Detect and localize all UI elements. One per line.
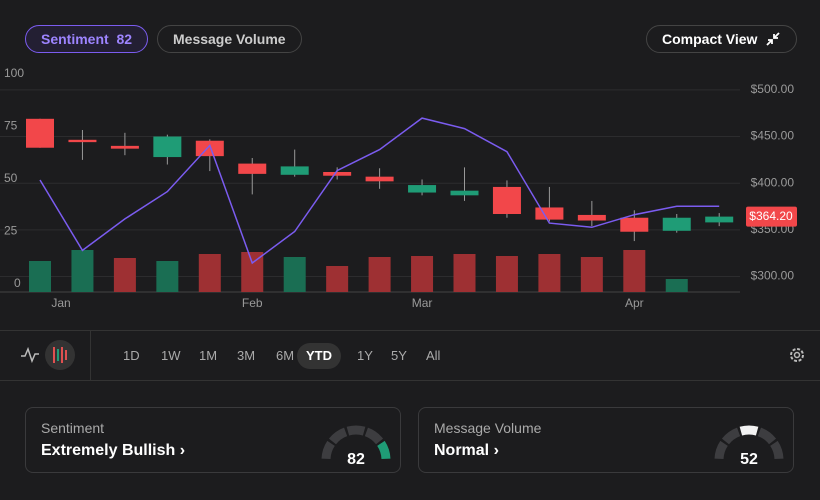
x-tick-label: Feb xyxy=(242,296,263,310)
chevron: › xyxy=(175,442,186,459)
gauge-segment xyxy=(770,440,784,460)
candle-body xyxy=(365,176,394,182)
summary-card[interactable]: Message Volume Normal › 52 xyxy=(418,407,794,473)
gauge-segment xyxy=(377,440,391,460)
gauge-value: 82 xyxy=(347,451,365,468)
candle-body xyxy=(492,186,521,214)
sentiment-tab[interactable]: Sentiment 82 xyxy=(25,25,149,53)
candle-body xyxy=(408,185,437,193)
volume-bar xyxy=(71,250,94,292)
chevron: › xyxy=(489,442,499,459)
range-button[interactable]: All xyxy=(426,348,441,363)
volume-bar xyxy=(538,254,561,292)
gauge-segment xyxy=(714,440,728,460)
y2-tick-label: $400.00 xyxy=(751,175,795,189)
card-title: Sentiment xyxy=(41,420,105,436)
volume-bar xyxy=(580,257,603,292)
candle-icon[interactable] xyxy=(45,340,75,370)
volume-bar xyxy=(113,258,136,292)
gauge-segment xyxy=(321,440,335,460)
volume-bar xyxy=(411,256,434,292)
gauge-segment xyxy=(721,427,741,445)
candle-body xyxy=(26,118,54,148)
x-tick-label: Jan xyxy=(51,296,70,310)
range-button[interactable]: 1W xyxy=(161,348,181,363)
y2-tick-label: $450.00 xyxy=(751,129,795,143)
volume-bar xyxy=(283,257,306,292)
volume-bar xyxy=(156,261,179,292)
tab-label: Sentiment xyxy=(41,31,109,47)
gauge-segment xyxy=(757,427,777,445)
candle-body xyxy=(110,145,139,149)
y2-tick-label: $500.00 xyxy=(751,82,795,96)
price-tag xyxy=(746,206,797,227)
candle-body xyxy=(535,207,564,220)
tab-label: Message Volume xyxy=(173,31,286,47)
candle-body xyxy=(450,190,479,196)
sentiment-line xyxy=(39,117,720,265)
settings-icon[interactable] xyxy=(787,345,807,365)
x-tick-label: Apr xyxy=(625,296,644,310)
card-status: Normal › xyxy=(434,442,499,459)
y-tick-label: 50 xyxy=(4,171,18,185)
tab-value: 82 xyxy=(116,31,133,47)
card-title: Message Volume xyxy=(434,420,542,436)
candle-body xyxy=(577,214,606,221)
candle-body xyxy=(620,217,649,232)
candle-body xyxy=(662,217,691,231)
x-tick-label: Mar xyxy=(412,296,433,310)
range-button[interactable]: 3M xyxy=(237,348,256,363)
gauge-segment xyxy=(346,425,366,436)
price-tag-label: $364.20 xyxy=(749,209,793,223)
divider xyxy=(90,331,91,380)
line-icon[interactable] xyxy=(20,345,40,365)
range-button[interactable]: 1D xyxy=(123,348,140,363)
candle-body xyxy=(238,163,267,174)
volume-bar xyxy=(198,254,221,292)
candle-body xyxy=(68,139,97,143)
y-tick-label: 0 xyxy=(14,276,21,290)
compact-icon xyxy=(766,32,780,46)
volume-bar xyxy=(495,256,518,292)
summary-card[interactable]: Sentiment Extremely Bullish › 82 xyxy=(25,407,401,473)
range-button[interactable]: YTD xyxy=(297,343,341,369)
candle-body xyxy=(323,172,352,176)
volume-bar xyxy=(453,254,476,292)
candle-body xyxy=(705,216,734,223)
card-status: Extremely Bullish › xyxy=(41,442,186,459)
chart: $300.00$350.00$400.00$450.00$500.0002550… xyxy=(0,66,797,310)
range-button[interactable]: 6M xyxy=(276,348,295,363)
volume-bar xyxy=(29,261,51,292)
message-volume-tab[interactable]: Message Volume xyxy=(157,25,302,53)
y2-tick-label: $300.00 xyxy=(751,269,795,283)
compact-view-button[interactable]: Compact View xyxy=(646,25,798,53)
candle-body xyxy=(280,166,309,175)
y-tick-label: 100 xyxy=(4,66,24,80)
volume-bar xyxy=(368,257,391,292)
divider xyxy=(0,330,820,331)
candle-body xyxy=(195,140,224,157)
gauge-segment xyxy=(364,427,384,445)
volume-bar xyxy=(665,279,688,292)
volume-bar xyxy=(623,250,646,292)
gauge-segment xyxy=(739,425,759,436)
range-button[interactable]: 5Y xyxy=(391,348,407,363)
divider xyxy=(0,380,820,381)
range-button[interactable]: 1Y xyxy=(357,348,373,363)
gauge-segment xyxy=(328,427,348,445)
button-label: Compact View xyxy=(662,31,758,47)
gauge-value: 52 xyxy=(740,451,758,468)
y-tick-label: 25 xyxy=(4,224,18,238)
volume-bar xyxy=(241,252,264,292)
volume-bar xyxy=(326,266,349,292)
candle-body xyxy=(153,136,182,158)
gauge: 52 xyxy=(714,425,784,468)
y-tick-label: 75 xyxy=(4,119,18,133)
range-button[interactable]: 1M xyxy=(199,348,218,363)
gauge: 82 xyxy=(321,425,391,468)
